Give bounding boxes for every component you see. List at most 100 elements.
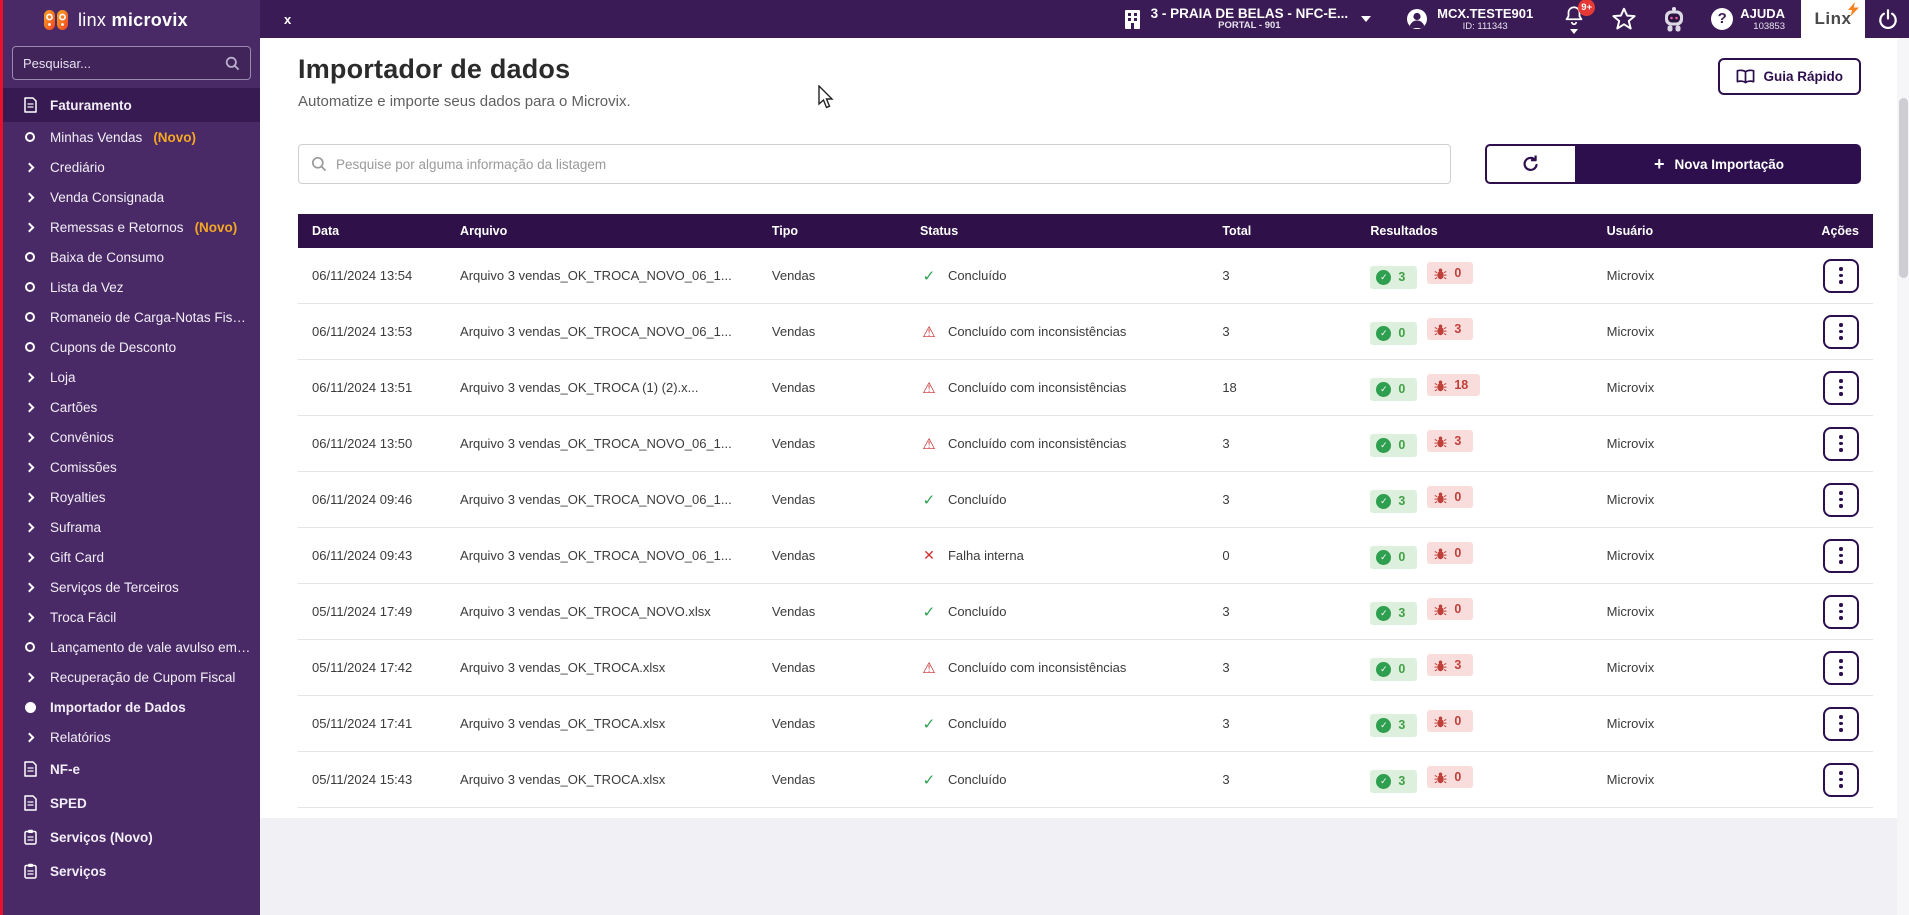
user-text: MCX.TESTE901 ID: 111343: [1437, 6, 1533, 33]
list-search-input[interactable]: [336, 156, 1438, 172]
sidebar-item[interactable]: Crediário: [3, 152, 260, 182]
status-ok-icon: ✓: [922, 267, 936, 285]
sidebar-item[interactable]: Serviços (Novo): [3, 820, 260, 854]
sidebar-item-label: Gift Card: [50, 549, 105, 565]
document-icon: [21, 97, 39, 113]
sidebar-item[interactable]: Venda Consignada: [3, 182, 260, 212]
sidebar-item[interactable]: SPED: [3, 786, 260, 820]
sidebar-item[interactable]: Recuperação de Cupom Fiscal: [3, 662, 260, 692]
notifications-button[interactable]: 9+: [1563, 0, 1596, 34]
sidebar-item[interactable]: Remessas e Retornos (Novo): [3, 212, 260, 242]
sidebar-item[interactable]: Loja: [3, 362, 260, 392]
cell-file: Arquivo 3 vendas_OK_TROCA_NOVO_06_1...: [460, 436, 732, 451]
row-actions-button[interactable]: [1822, 762, 1859, 797]
row-actions-button[interactable]: [1822, 482, 1859, 517]
assistant-bot-button[interactable]: [1661, 5, 1687, 33]
sidebar-item[interactable]: Gift Card: [3, 542, 260, 572]
status-text: Concluído com inconsistências: [947, 324, 1127, 339]
circle-icon: [21, 252, 39, 262]
user-menu[interactable]: MCX.TESTE901 ID: 111343: [1405, 6, 1533, 33]
row-actions-button[interactable]: [1822, 370, 1859, 405]
sidebar-item[interactable]: Lista da Vez: [3, 272, 260, 302]
row-actions-button[interactable]: [1822, 650, 1859, 685]
sidebar-item[interactable]: Faturamento: [3, 88, 260, 122]
sidebar-item[interactable]: Cartões: [3, 392, 260, 422]
cell-status: ⚠ Concluído com inconsistências: [906, 379, 1208, 397]
close-tab-icon[interactable]: x: [284, 11, 292, 27]
sidebar-item[interactable]: Serviços de Terceiros: [3, 572, 260, 602]
sidebar-item-label: Cupons de Desconto: [50, 339, 177, 355]
quick-guide-button[interactable]: Guia Rápido: [1718, 58, 1861, 95]
check-circle-icon: [1376, 549, 1392, 565]
sidebar-item[interactable]: Royalties: [3, 482, 260, 512]
success-badge: 3: [1370, 265, 1418, 289]
cell-type: Vendas: [771, 380, 816, 395]
novo-badge: (Novo): [194, 219, 238, 235]
sidebar-item[interactable]: Relatórios: [3, 722, 260, 752]
row-actions-button[interactable]: [1822, 706, 1859, 741]
row-actions-button[interactable]: [1822, 538, 1859, 573]
table-row: 06/11/2024 09:43 Arquivo 3 vendas_OK_TROC…: [298, 528, 1873, 584]
chevron-right-icon: [21, 462, 39, 472]
table-body: 06/11/2024 13:54 Arquivo 3 vendas_OK_TROC…: [298, 248, 1873, 808]
refresh-icon: [1523, 155, 1538, 171]
refresh-button[interactable]: [1485, 144, 1577, 184]
circle-icon: [21, 312, 39, 322]
sidebar-item[interactable]: Convênios: [3, 422, 260, 452]
cell-actions: [1775, 762, 1873, 797]
sidebar-item[interactable]: Cupons de Desconto: [3, 332, 260, 362]
cell-file: Arquivo 3 vendas_OK_TROCA.xlsx: [460, 660, 666, 675]
sidebar-item-label: Importador de Dados: [50, 699, 186, 715]
document-icon: [21, 761, 39, 777]
toolbar-buttons: Nova Importação: [1485, 144, 1861, 184]
sidebar-item[interactable]: Romaneio de Carga-Notas Fiscais: [3, 302, 260, 332]
check-circle-icon: [1376, 717, 1392, 733]
row-actions-button[interactable]: [1822, 594, 1859, 629]
scrollbar-track[interactable]: [1897, 38, 1909, 915]
check-circle-icon: [1376, 605, 1392, 621]
favorites-button[interactable]: [1611, 6, 1637, 32]
help-code: 103853: [1753, 21, 1785, 33]
row-actions-button[interactable]: [1822, 314, 1859, 349]
sidebar-item[interactable]: Troca Fácil: [3, 602, 260, 632]
sidebar-item[interactable]: Baixa de Consumo: [3, 242, 260, 272]
table-row: 06/11/2024 13:50 Arquivo 3 vendas_OK_TROC…: [298, 416, 1873, 472]
sidebar-item[interactable]: Minhas Vendas (Novo): [3, 122, 260, 152]
brand-logo: linx microvix: [3, 0, 260, 40]
status-text: Falha interna: [947, 548, 1024, 563]
list-search: [298, 144, 1451, 184]
cell-actions: [1775, 258, 1873, 293]
new-import-button[interactable]: Nova Importação: [1577, 144, 1861, 184]
microvix-logo-icon: [44, 10, 68, 30]
success-count: 3: [1398, 606, 1406, 621]
error-count: 0: [1454, 490, 1462, 505]
scrollbar-thumb[interactable]: [1898, 98, 1908, 278]
row-actions-button[interactable]: [1822, 426, 1859, 461]
success-count: 0: [1398, 382, 1406, 397]
help-label: AJUDA: [1740, 5, 1785, 21]
logout-button[interactable]: [1877, 8, 1899, 30]
cell-status: ✓ Concluído: [906, 491, 1208, 509]
sidebar-item[interactable]: Serviços: [3, 854, 260, 888]
chevron-right-icon: [21, 522, 39, 532]
chevron-right-icon: [21, 222, 39, 232]
store-selector[interactable]: 3 - PRAIA DE BELAS - NFC-E... PORTAL - 9…: [1123, 6, 1372, 32]
status-warn-icon: ⚠: [922, 323, 936, 341]
sidebar-item[interactable]: Comissões: [3, 452, 260, 482]
search-icon[interactable]: [214, 47, 250, 79]
help-button[interactable]: ? AJUDA 103853: [1711, 6, 1785, 33]
cell-file: Arquivo 3 vendas_OK_TROCA.xlsx: [460, 772, 666, 787]
table-header-row: Data Arquivo Tipo Status Total Resultados Usuá…: [298, 214, 1873, 248]
sidebar-item[interactable]: Importador de Dados: [3, 692, 260, 722]
sidebar: linx microvix Faturamento Minhas Vendas (N…: [0, 0, 260, 915]
sidebar-search-input[interactable]: [13, 55, 214, 71]
document-icon: [21, 795, 39, 811]
table-row: 06/11/2024 09:46 Arquivo 3 vendas_OK_TROC…: [298, 472, 1873, 528]
sidebar-item[interactable]: Suframa: [3, 512, 260, 542]
status-ok-icon: ✓: [922, 715, 936, 733]
sidebar-item[interactable]: Lançamento de vale avulso em I...: [3, 632, 260, 662]
error-badge: 3: [1427, 318, 1474, 341]
row-actions-button[interactable]: [1822, 258, 1859, 293]
sidebar-item[interactable]: NF-e: [3, 752, 260, 786]
chevron-down-icon: [1361, 16, 1372, 22]
